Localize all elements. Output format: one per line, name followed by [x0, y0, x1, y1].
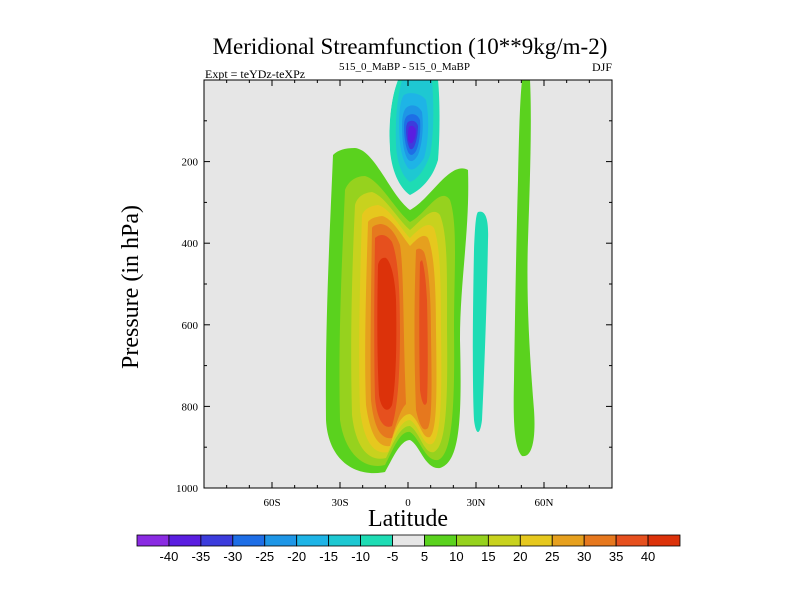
y-axis-title: Pressure (in hPa) [118, 205, 144, 369]
chart-title: Meridional Streamfunction (10**9kg/m-2) [213, 34, 608, 59]
colorbar-label: -10 [351, 549, 370, 564]
colorbar-swatch [519, 534, 553, 547]
colorbar-label: 35 [609, 549, 623, 564]
contour-fill-layer [325, 80, 535, 474]
colorbar-swatch [232, 534, 266, 547]
colorbar-label: -5 [387, 549, 399, 564]
y-tick-label: 1000 [176, 483, 199, 495]
colorbar-label: -20 [287, 549, 306, 564]
colorbar-swatch [296, 534, 330, 547]
colorbar-swatch [136, 534, 170, 547]
colorbar-swatch [456, 534, 489, 547]
contour-nh-negative-band [472, 211, 489, 432]
y-tick-label: 400 [182, 238, 199, 250]
colorbar-label: 25 [545, 549, 559, 564]
colorbar-label: -30 [223, 549, 242, 564]
colorbar-swatch [328, 534, 361, 547]
chart-subtitle-left-superscript: 515_0_MaBP - 515_0_MaBP [339, 61, 470, 73]
chart-subtitle-left: Expt = teYDz-teXPz [205, 67, 305, 81]
contour-nh-positive-band [513, 80, 535, 457]
colorbar-label: -15 [319, 549, 338, 564]
colorbar-label: 20 [513, 549, 527, 564]
colorbar-labels: -40 -35 -30 -25 -20 -15 -10 -5 5 10 15 20 25 30 35 40 [160, 549, 656, 564]
x-tick-label: 30S [331, 497, 348, 509]
colorbar-swatch [264, 534, 298, 547]
x-tick-label: 30N [467, 497, 486, 509]
colorbar-label: 40 [641, 549, 655, 564]
chart-subtitle-right: DJF [592, 60, 612, 74]
y-tick-label: 200 [182, 157, 199, 169]
colorbar-swatch [583, 534, 617, 547]
contour-level-40 [377, 257, 397, 410]
colorbar-swatch [615, 534, 649, 547]
colorbar [136, 534, 681, 547]
colorbar-label: -35 [191, 549, 210, 564]
x-axis-ticks: 60S 30S 0 30N 60N [226, 80, 590, 509]
contour-upper-gap [333, 80, 398, 150]
y-axis-ticks: 200 400 600 800 1000 [176, 120, 612, 495]
colorbar-label: -25 [255, 549, 274, 564]
colorbar-label: -40 [160, 549, 179, 564]
colorbar-label: 10 [449, 549, 463, 564]
colorbar-swatch [551, 534, 585, 547]
x-tick-label: 0 [405, 497, 411, 509]
y-tick-label: 600 [182, 320, 199, 332]
x-axis-title: Latitude [368, 506, 448, 532]
x-tick-label: 60N [535, 497, 554, 509]
x-tick-label: 60S [263, 497, 280, 509]
colorbar-label: 15 [481, 549, 495, 564]
colorbar-label: 30 [577, 549, 591, 564]
colorbar-swatch [392, 534, 425, 547]
colorbar-swatch [647, 534, 681, 547]
colorbar-swatch [424, 534, 457, 547]
y-tick-label: 800 [182, 401, 199, 413]
contour-level-neg35 [408, 125, 416, 144]
colorbar-label: 5 [421, 549, 428, 564]
colorbar-swatch [487, 534, 521, 547]
colorbar-swatch [168, 534, 202, 547]
colorbar-swatch [360, 534, 393, 547]
colorbar-swatch [200, 534, 234, 547]
